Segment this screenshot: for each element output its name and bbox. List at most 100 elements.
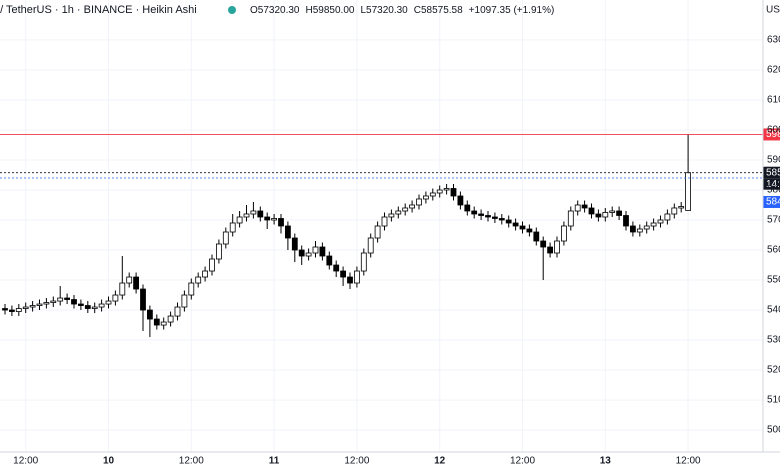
candle-body (126, 276, 133, 284)
candle-body (643, 225, 650, 230)
candle-body (485, 215, 491, 218)
candle-body (609, 210, 616, 213)
candle-body (91, 306, 98, 309)
x-tick-label: 12:00 (13, 456, 38, 467)
price-label-bg (763, 195, 780, 208)
candle-body (2, 308, 8, 311)
candle-body (105, 300, 112, 305)
candle-body (409, 204, 416, 209)
candle-body (402, 207, 409, 212)
ohlc-key: L (360, 5, 366, 16)
y-tick-label: 56000.00 (767, 245, 780, 256)
price-label-bg (763, 166, 780, 179)
candle-body (264, 216, 271, 221)
candle-body (360, 252, 367, 272)
x-tick-label: 11 (269, 456, 280, 467)
candle-body (319, 246, 326, 257)
candle-body (457, 195, 464, 206)
candle-body (291, 237, 298, 251)
ohlc-value: 57320.30 (366, 5, 408, 16)
candle-body (623, 215, 629, 227)
candle-body (450, 188, 457, 197)
candle-body (347, 276, 353, 284)
candle-body (257, 210, 264, 218)
candle-body (243, 213, 250, 218)
candle-body (436, 189, 443, 194)
candle-body (119, 282, 126, 296)
candle-body (498, 218, 505, 221)
candle-body (153, 318, 160, 326)
candle-body (312, 246, 319, 254)
candle-body (250, 210, 257, 215)
ohlc-change: +1097.35 (+1.91%) (469, 5, 555, 16)
candle-body (305, 252, 312, 257)
candle-body (519, 225, 526, 230)
candle-body (188, 282, 195, 296)
price-lines: 59850.00 58575.5814:27 58400.00 (0, 128, 780, 208)
candle-body (36, 303, 43, 306)
candle-body (8, 309, 15, 312)
candle-body (140, 288, 146, 311)
price-label: 59850.00 (766, 129, 780, 140)
candle-body (547, 246, 553, 254)
countdown: 14:27 (766, 179, 780, 190)
status-dot (228, 6, 236, 14)
candle-body (588, 207, 595, 215)
y-tick-label: 54000.00 (767, 305, 780, 316)
candle-body (561, 225, 567, 242)
countdown-bg (763, 178, 780, 190)
candle-body (284, 225, 291, 239)
candle-body (133, 276, 140, 290)
candle-body (367, 237, 374, 254)
candle-body (664, 213, 671, 221)
ohlc-key: C (414, 5, 421, 16)
candle-body (271, 218, 278, 221)
ohlc-key: O (250, 5, 258, 16)
candle-body (278, 218, 284, 227)
x-tick-label: 12:00 (179, 456, 204, 467)
candle-body (64, 297, 70, 300)
ohlc-value: 58575.58 (421, 5, 463, 16)
candle-body (464, 204, 471, 212)
candle-body (671, 207, 678, 215)
candle-body (15, 308, 22, 312)
candle-body (215, 243, 222, 260)
ohlc-value: 57320.30 (258, 5, 300, 16)
price-label-bg (763, 128, 780, 141)
candle-body (333, 264, 340, 272)
y-tick-label: 52000.00 (767, 365, 780, 376)
candle-body (78, 303, 84, 306)
axes: 50000.00 51000.00 52000.00 53000.00 54000.00… (13, 35, 780, 467)
candle-body (71, 299, 77, 305)
candle-body (678, 206, 685, 209)
candle-body (229, 222, 236, 233)
ohlc-legend: O57320.30 H59850.00 L57320.30 C58575.58 +109… (250, 5, 554, 16)
candle-body (443, 188, 450, 191)
y-tick-label: 63000.00 (767, 35, 780, 46)
candle-body (478, 213, 485, 216)
candle-body (98, 303, 105, 308)
candle-body (395, 210, 402, 215)
candle-body (422, 195, 429, 200)
y-tick-label: 51000.00 (767, 395, 780, 406)
candle-body (657, 219, 664, 224)
candle-body (616, 210, 622, 216)
candle-body (581, 204, 588, 209)
y-tick-label: 55000.00 (767, 275, 780, 286)
ohlc-value: 59850.00 (313, 5, 355, 16)
candle-body (512, 222, 519, 227)
candle-body (602, 212, 609, 218)
y-tick-label: 62000.00 (767, 65, 780, 76)
candle-body (298, 249, 305, 257)
y-tick-label: 61000.00 (767, 95, 780, 106)
candle-body (222, 231, 229, 245)
candle-body (22, 306, 29, 309)
candle-body (181, 294, 188, 308)
candle-body (29, 305, 36, 308)
candle-body (491, 216, 498, 219)
candle-body (374, 225, 381, 239)
price-label: 58400.00 (766, 197, 780, 208)
x-tick-label: 12:00 (344, 456, 369, 467)
candle-body (57, 297, 64, 302)
